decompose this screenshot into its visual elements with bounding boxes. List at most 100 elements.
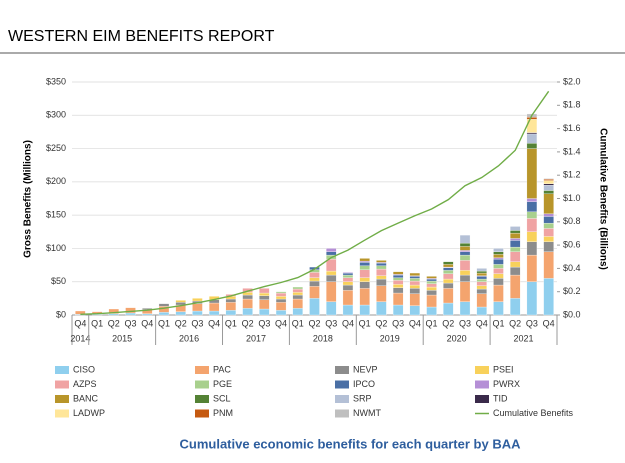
bar-segment bbox=[292, 288, 303, 293]
bar-segment bbox=[459, 274, 471, 282]
bar-segment bbox=[459, 270, 471, 276]
legend-label: PGE bbox=[213, 379, 232, 389]
bar-segment bbox=[443, 261, 454, 265]
bar-segment bbox=[275, 296, 287, 300]
legend-swatch bbox=[475, 395, 489, 403]
bar-segment bbox=[476, 306, 487, 316]
bar-segment bbox=[158, 312, 170, 316]
bar-segment bbox=[459, 250, 471, 252]
bar-segment bbox=[493, 258, 504, 265]
bar-segment bbox=[476, 270, 487, 274]
bar-segment bbox=[292, 294, 303, 300]
bar-segment bbox=[459, 234, 471, 244]
bar-segment bbox=[510, 240, 521, 248]
bar-segment bbox=[359, 288, 370, 306]
legend-label: IPCO bbox=[353, 379, 375, 389]
bar-segment bbox=[426, 276, 437, 279]
x-tick-label: Q2 bbox=[108, 318, 120, 328]
bar-segment bbox=[543, 251, 554, 279]
bar-segment bbox=[526, 117, 538, 120]
bar-segment bbox=[376, 278, 387, 286]
x-tick-label: Q1 bbox=[158, 318, 170, 328]
bar-segment bbox=[426, 290, 437, 296]
bar-segment bbox=[292, 286, 303, 290]
x-tick-label: Q3 bbox=[392, 318, 404, 328]
bar-segment bbox=[543, 190, 554, 194]
bar-segment bbox=[409, 280, 421, 286]
legend-swatch bbox=[335, 395, 349, 403]
bar-segment bbox=[158, 303, 170, 307]
y2-tick-label: $1.8 bbox=[563, 100, 581, 110]
bar-segment bbox=[426, 294, 437, 308]
bar-segment bbox=[242, 294, 253, 300]
y-axis-label: Gross Benefits (Millions) bbox=[23, 140, 34, 258]
x-tick-label: Q3 bbox=[191, 318, 203, 328]
year-label: 2016 bbox=[179, 333, 199, 343]
x-tick-label: Q2 bbox=[175, 318, 187, 328]
bar-segment bbox=[175, 300, 186, 303]
bar-segment bbox=[443, 278, 454, 284]
bar-segment bbox=[543, 241, 554, 252]
bar-segment bbox=[359, 265, 370, 270]
y-tick-label: $150 bbox=[46, 210, 66, 220]
bar-segment bbox=[259, 292, 270, 296]
y2-tick-label: $1.4 bbox=[563, 146, 581, 156]
legend-swatch bbox=[55, 380, 69, 389]
bar-segment bbox=[292, 308, 303, 316]
x-tick-label: Q4 bbox=[208, 318, 220, 328]
x-tick-label: Q1 bbox=[426, 318, 438, 328]
bar-segment bbox=[309, 272, 320, 278]
bar-segment bbox=[426, 278, 437, 282]
bar-segment bbox=[125, 312, 136, 316]
x-tick-label: Q4 bbox=[409, 318, 421, 328]
bar-segment bbox=[476, 272, 487, 276]
x-tick-label: Q1 bbox=[91, 318, 103, 328]
legend-swatch bbox=[195, 409, 209, 418]
bar-segment bbox=[275, 292, 287, 297]
bar-segment bbox=[493, 301, 504, 316]
bar-segment bbox=[526, 143, 538, 149]
bar-segment bbox=[543, 183, 554, 186]
bar-segment bbox=[326, 281, 337, 302]
bar-segment bbox=[392, 277, 404, 281]
bar-segment bbox=[342, 304, 354, 316]
bar-segment bbox=[510, 261, 521, 268]
bar-segment bbox=[543, 213, 554, 217]
bar-segment bbox=[359, 304, 370, 316]
bar-segment bbox=[175, 311, 186, 316]
bar-segment bbox=[326, 274, 337, 282]
bar-segment bbox=[225, 298, 237, 303]
y2-tick-label: $0.4 bbox=[563, 263, 581, 273]
y-tick-label: $100 bbox=[46, 243, 66, 253]
bar-segment bbox=[309, 298, 320, 316]
bar-segment bbox=[443, 267, 454, 271]
bar-segment bbox=[543, 216, 554, 224]
bar-segment bbox=[526, 132, 538, 135]
bar-segment bbox=[108, 308, 119, 314]
bar-segment bbox=[376, 301, 387, 316]
bar-segment bbox=[142, 313, 153, 316]
x-tick-label: Q1 bbox=[492, 318, 504, 328]
legend-label: CISO bbox=[73, 364, 95, 374]
y2-tick-label: $2.0 bbox=[563, 76, 581, 86]
bar-segment bbox=[476, 293, 487, 308]
legend-label: Cumulative Benefits bbox=[493, 408, 574, 418]
y2-tick-label: $0.8 bbox=[563, 216, 581, 226]
bar-segment bbox=[443, 282, 454, 289]
bar-segment bbox=[409, 288, 421, 294]
bar-segment bbox=[510, 246, 521, 252]
bar-segment bbox=[510, 251, 521, 262]
x-tick-label: Q2 bbox=[509, 318, 521, 328]
bar-segment bbox=[493, 278, 504, 286]
bar-segment bbox=[476, 278, 487, 282]
legend-label: SRP bbox=[353, 393, 372, 403]
legend-swatch bbox=[55, 366, 69, 374]
legend-swatch bbox=[195, 395, 209, 403]
x-tick-label: Q1 bbox=[359, 318, 371, 328]
bar-segment bbox=[392, 271, 404, 275]
year-label: 2020 bbox=[447, 333, 467, 343]
legend-label: PWRX bbox=[493, 379, 520, 389]
report-title: WESTERN EIM BENEFITS REPORT bbox=[8, 28, 275, 45]
bar-segment bbox=[543, 222, 554, 229]
